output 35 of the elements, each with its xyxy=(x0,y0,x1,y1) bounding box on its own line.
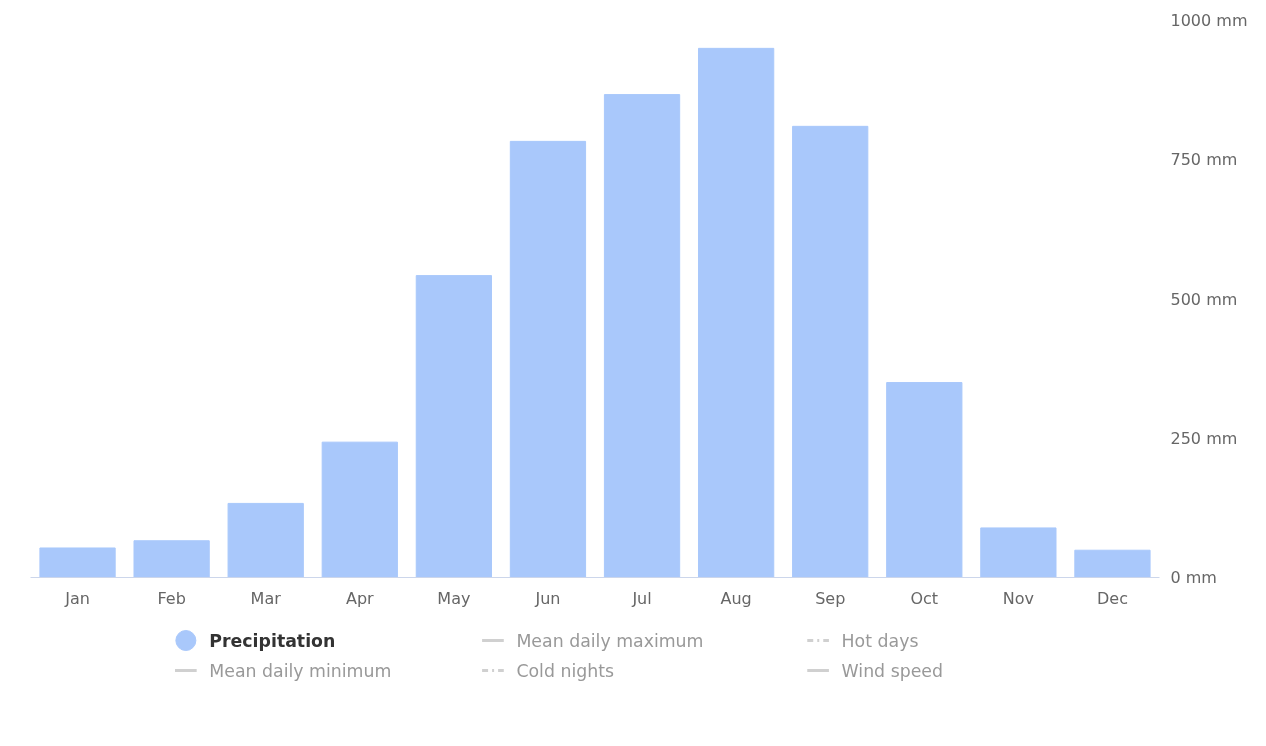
x-tick-label: Nov xyxy=(1002,588,1034,608)
legend-label: Wind speed xyxy=(841,660,943,681)
bar xyxy=(133,540,210,578)
x-tick-label: Oct xyxy=(910,588,939,608)
y-tick-label: 750 mm xyxy=(1170,150,1238,170)
bar xyxy=(415,275,493,578)
bar xyxy=(321,441,398,578)
bar xyxy=(980,527,1057,578)
legend-label: Mean daily maximum xyxy=(516,630,704,651)
legend-label: Mean daily minimum xyxy=(209,660,392,681)
bar xyxy=(39,547,116,578)
legend-label: Hot days xyxy=(841,630,919,651)
bar xyxy=(603,94,681,578)
y-tick-label: 250 mm xyxy=(1170,428,1238,448)
x-tick-label: Sep xyxy=(815,588,846,608)
x-tick-label: Aug xyxy=(720,588,752,608)
x-tick-label: Mar xyxy=(250,588,282,608)
x-tick-label: Feb xyxy=(157,588,186,608)
bar xyxy=(509,140,587,578)
bar xyxy=(227,502,304,578)
x-tick-label: Jul xyxy=(631,588,652,608)
x-tick-label: Dec xyxy=(1096,588,1128,608)
bar xyxy=(886,382,963,578)
x-tick-label: Apr xyxy=(345,588,375,608)
y-tick-label: 1000 mm xyxy=(1170,11,1248,30)
x-tick-label: Jan xyxy=(64,588,90,608)
x-tick-label: May xyxy=(437,588,471,608)
legend-label: Cold nights xyxy=(516,660,615,681)
y-tick-label: 500 mm xyxy=(1170,289,1238,309)
bar xyxy=(1074,549,1151,578)
x-tick-label: Jun xyxy=(534,588,561,608)
bar xyxy=(697,47,775,578)
y-tick-label: 0 mm xyxy=(1170,568,1217,587)
bar xyxy=(792,125,869,578)
legend-label: Precipitation xyxy=(209,630,336,651)
